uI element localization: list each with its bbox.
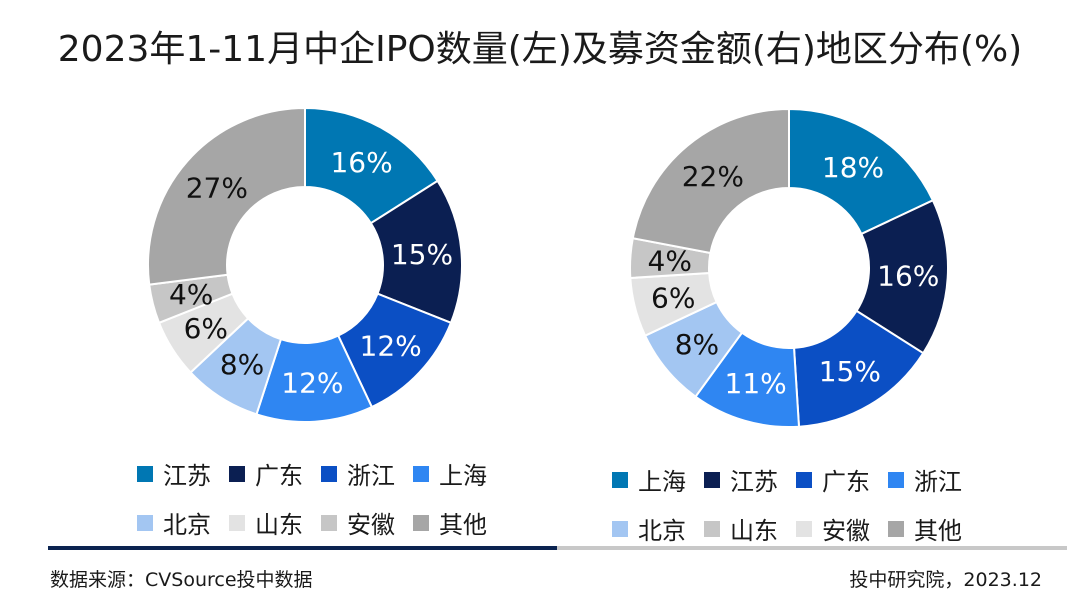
donut-1-label-3: 11% (725, 367, 787, 400)
legend-1-label-4: 北京 (638, 517, 686, 545)
donut-0-slice-1 (369, 179, 463, 325)
legend-0-label-7: 其他 (439, 511, 487, 539)
donut-0-label-2: 12% (360, 329, 422, 362)
donut-0-label-3: 12% (281, 366, 343, 399)
legend-1-item-1: 江苏 (704, 462, 778, 497)
legend-1-item-4: 北京 (612, 511, 686, 546)
legend-0-label-6: 安徽 (347, 511, 395, 539)
legend-0-item-0: 江苏 (137, 456, 211, 491)
donut-1-label-5: 6% (651, 282, 695, 315)
legend-0-label-4: 北京 (163, 511, 211, 539)
donut-1-label-6: 4% (648, 244, 692, 277)
donut-1-slice-1 (855, 198, 949, 355)
legend-1-item-5: 安徽 (796, 511, 870, 546)
legend-1-label-1: 江苏 (730, 468, 778, 496)
legend-0-item-5: 山东 (229, 505, 303, 540)
footer-divider-dark (48, 546, 557, 550)
legend-1-swatch-4 (612, 520, 628, 537)
legend-0-label-1: 广东 (255, 462, 303, 490)
donut-0-label-1: 15% (391, 238, 453, 271)
donut-1-label-2: 15% (819, 355, 881, 388)
legend-0-label-0: 江苏 (163, 462, 211, 490)
donut-1-label-0: 18% (822, 151, 884, 184)
legend-1-label-2: 广东 (822, 468, 870, 496)
legend-0-swatch-5 (229, 514, 245, 531)
credit-note: 投中研究院，2023.12 (849, 569, 1042, 591)
donut-1-slice-0 (788, 107, 935, 236)
legend-0-swatch-7 (413, 514, 429, 531)
legend-0-label-3: 上海 (439, 462, 487, 490)
donut-1-label-1: 16% (877, 260, 939, 293)
legend-0-item-2: 浙江 (321, 456, 395, 491)
legend-1-item-3: 浙江 (888, 462, 962, 497)
legend-1-label-5: 安徽 (822, 517, 870, 545)
legend-0-item-7: 其他 (413, 505, 487, 540)
legend-0-label-5: 山东 (255, 511, 303, 539)
donut-0-label-6: 4% (169, 278, 213, 311)
legend-1-swatch-7 (888, 520, 904, 537)
legend-1-swatch-6 (704, 520, 720, 537)
legend-1-swatch-0 (612, 471, 628, 488)
legend-0-swatch-1 (229, 465, 245, 482)
legend-0-item-3: 上海 (413, 456, 487, 491)
legend-1-label-7: 其他 (914, 517, 962, 545)
legend-0-label-2: 浙江 (347, 462, 395, 490)
legend-1-item-2: 广东 (796, 462, 870, 497)
legend-1-label-3: 浙江 (914, 468, 962, 496)
donut-0-slice-0 (304, 106, 439, 225)
legend-0-item-4: 北京 (137, 505, 211, 540)
legend-1-swatch-3 (888, 471, 904, 488)
donut-1-slice-7 (631, 107, 790, 255)
legend-0-swatch-6 (321, 514, 337, 531)
donut-1-label-7: 22% (682, 160, 744, 193)
legend-1-label-0: 上海 (638, 468, 686, 496)
donut-0-slice-7 (147, 106, 306, 286)
legend-1-item-7: 其他 (888, 511, 962, 546)
source-note: 数据来源：CVSource投中数据 (50, 569, 313, 591)
donut-0-label-4: 8% (220, 348, 264, 381)
legend-0-swatch-3 (413, 465, 429, 482)
legend-0-swatch-4 (137, 514, 153, 531)
legend-1-label-6: 山东 (730, 517, 778, 545)
donut-0-label-0: 16% (330, 146, 392, 179)
donut-1-label-4: 8% (675, 328, 719, 361)
footer-divider-light (557, 546, 1067, 550)
donut-0-label-5: 6% (184, 312, 228, 345)
legend-1-swatch-5 (796, 520, 812, 537)
legend-0-item-1: 广东 (229, 456, 303, 491)
legend-right: 上海 江苏 广东 浙江北京 山东 安徽 其他 (612, 462, 962, 546)
legend-1-swatch-2 (796, 471, 812, 488)
donut-0-label-7: 27% (186, 171, 248, 204)
legend-left: 江苏 广东 浙江 上海北京 山东 安徽 其他 (137, 456, 487, 540)
legend-1-item-6: 山东 (704, 511, 778, 546)
legend-0-swatch-0 (137, 465, 153, 482)
chart-title: 2023年1-11月中企IPO数量(左)及募资金额(右)地区分布(%) (57, 29, 1023, 70)
legend-1-item-0: 上海 (612, 462, 686, 497)
legend-0-item-6: 安徽 (321, 505, 395, 540)
legend-1-swatch-1 (704, 471, 720, 488)
legend-0-swatch-2 (321, 465, 337, 482)
